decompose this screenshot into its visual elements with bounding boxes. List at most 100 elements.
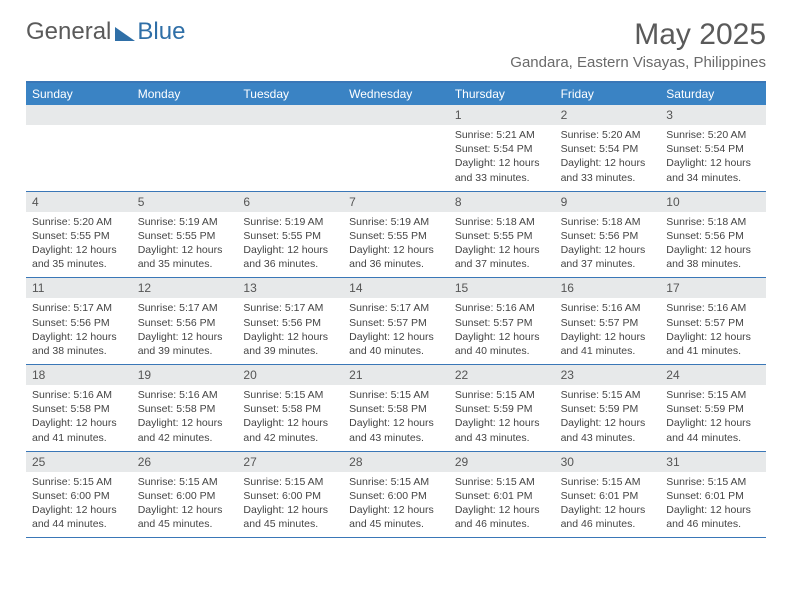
day-number — [26, 105, 132, 125]
day-number: 7 — [343, 192, 449, 212]
sunset-line: Sunset: 5:59 PM — [561, 402, 655, 416]
day-details: Sunrise: 5:17 AMSunset: 5:56 PMDaylight:… — [132, 298, 238, 364]
calendar-cell: 10Sunrise: 5:18 AMSunset: 5:56 PMDayligh… — [660, 192, 766, 278]
daylight-line: Daylight: 12 hours and 44 minutes. — [32, 503, 126, 531]
day-details: Sunrise: 5:17 AMSunset: 5:57 PMDaylight:… — [343, 298, 449, 364]
sunrise-line: Sunrise: 5:18 AM — [561, 215, 655, 229]
calendar-cell: 16Sunrise: 5:16 AMSunset: 5:57 PMDayligh… — [555, 278, 661, 364]
sunrise-line: Sunrise: 5:17 AM — [138, 301, 232, 315]
daylight-line: Daylight: 12 hours and 44 minutes. — [666, 416, 760, 444]
day-details: Sunrise: 5:19 AMSunset: 5:55 PMDaylight:… — [132, 212, 238, 278]
daylight-line: Daylight: 12 hours and 36 minutes. — [243, 243, 337, 271]
day-label: Tuesday — [237, 83, 343, 105]
logo: General Blue — [26, 18, 185, 46]
daylight-line: Daylight: 12 hours and 46 minutes. — [561, 503, 655, 531]
sunset-line: Sunset: 5:58 PM — [349, 402, 443, 416]
day-number: 28 — [343, 452, 449, 472]
sunrise-line: Sunrise: 5:17 AM — [243, 301, 337, 315]
calendar-cell — [132, 105, 238, 191]
sunset-line: Sunset: 5:57 PM — [666, 316, 760, 330]
calendar-cell — [343, 105, 449, 191]
calendar-cell: 4Sunrise: 5:20 AMSunset: 5:55 PMDaylight… — [26, 192, 132, 278]
sunrise-line: Sunrise: 5:15 AM — [666, 475, 760, 489]
sunset-line: Sunset: 5:55 PM — [243, 229, 337, 243]
day-details: Sunrise: 5:17 AMSunset: 5:56 PMDaylight:… — [237, 298, 343, 364]
day-details: Sunrise: 5:15 AMSunset: 6:01 PMDaylight:… — [660, 472, 766, 538]
sunset-line: Sunset: 5:56 PM — [561, 229, 655, 243]
calendar-cell: 24 Sunrise: 5:15 AMSunset: 5:59 PMDayligh… — [660, 365, 766, 451]
day-details: Sunrise: 5:15 AMSunset: 6:00 PMDaylight:… — [132, 472, 238, 538]
day-number: 18 — [26, 365, 132, 385]
day-details: Sunrise: 5:15 AMSunset: 6:00 PMDaylight:… — [237, 472, 343, 538]
sunrise-line: Sunrise: 5:18 AM — [455, 215, 549, 229]
daylight-line: Daylight: 12 hours and 43 minutes. — [561, 416, 655, 444]
day-details: Sunrise: 5:16 AMSunset: 5:57 PMDaylight:… — [660, 298, 766, 364]
calendar-cell: 27Sunrise: 5:15 AMSunset: 6:00 PMDayligh… — [237, 452, 343, 538]
day-details: Sunrise: 5:16 AMSunset: 5:57 PMDaylight:… — [449, 298, 555, 364]
day-number: 25 — [26, 452, 132, 472]
day-number: 8 — [449, 192, 555, 212]
calendar-cell: 13Sunrise: 5:17 AMSunset: 5:56 PMDayligh… — [237, 278, 343, 364]
sunrise-line: Sunrise: 5:15 AM — [666, 388, 760, 402]
day-number: 29 — [449, 452, 555, 472]
sunset-line: Sunset: 6:01 PM — [455, 489, 549, 503]
sunset-line: Sunset: 5:56 PM — [243, 316, 337, 330]
sunset-line: Sunset: 5:56 PM — [666, 229, 760, 243]
sunset-line: Sunset: 5:58 PM — [243, 402, 337, 416]
day-details: Sunrise: 5:21 AMSunset: 5:54 PMDaylight:… — [449, 125, 555, 191]
sunrise-line: Sunrise: 5:15 AM — [561, 388, 655, 402]
day-details: Sunrise: 5:20 AMSunset: 5:55 PMDaylight:… — [26, 212, 132, 278]
sunrise-line: Sunrise: 5:16 AM — [32, 388, 126, 402]
day-details: Sunrise: 5:20 AMSunset: 5:54 PMDaylight:… — [555, 125, 661, 191]
sunset-line: Sunset: 5:59 PM — [666, 402, 760, 416]
sunrise-line: Sunrise: 5:15 AM — [349, 475, 443, 489]
daylight-line: Daylight: 12 hours and 37 minutes. — [455, 243, 549, 271]
page-title: May 2025 — [510, 18, 766, 52]
header: General Blue May 2025 Gandara, Eastern V… — [26, 18, 766, 71]
calendar-cell: 18Sunrise: 5:16 AMSunset: 5:58 PMDayligh… — [26, 365, 132, 451]
day-number: 20 — [237, 365, 343, 385]
calendar-cell: 26Sunrise: 5:15 AMSunset: 6:00 PMDayligh… — [132, 452, 238, 538]
sunrise-line: Sunrise: 5:15 AM — [32, 475, 126, 489]
sunrise-line: Sunrise: 5:19 AM — [138, 215, 232, 229]
calendar-cell: 14Sunrise: 5:17 AMSunset: 5:57 PMDayligh… — [343, 278, 449, 364]
day-details: Sunrise: 5:18 AMSunset: 5:56 PMDaylight:… — [660, 212, 766, 278]
day-label: Monday — [132, 83, 238, 105]
day-number: 30 — [555, 452, 661, 472]
sunrise-line: Sunrise: 5:16 AM — [455, 301, 549, 315]
sunrise-line: Sunrise: 5:17 AM — [32, 301, 126, 315]
day-number: 11 — [26, 278, 132, 298]
day-number: 10 — [660, 192, 766, 212]
week-row: 25Sunrise: 5:15 AMSunset: 6:00 PMDayligh… — [26, 452, 766, 539]
sunset-line: Sunset: 5:58 PM — [32, 402, 126, 416]
calendar-cell: 23 Sunrise: 5:15 AMSunset: 5:59 PMDayligh… — [555, 365, 661, 451]
sunset-line: Sunset: 5:57 PM — [455, 316, 549, 330]
sunset-line: Sunset: 6:01 PM — [561, 489, 655, 503]
sunset-line: Sunset: 6:00 PM — [243, 489, 337, 503]
logo-text-general: General — [26, 18, 111, 46]
calendar-cell: 29Sunrise: 5:15 AMSunset: 6:01 PMDayligh… — [449, 452, 555, 538]
day-details: Sunrise: 5:17 AMSunset: 5:56 PMDaylight:… — [26, 298, 132, 364]
day-details: Sunrise: 5:15 AMSunset: 6:00 PMDaylight:… — [26, 472, 132, 538]
sunset-line: Sunset: 5:57 PM — [349, 316, 443, 330]
day-number: 24 — [660, 365, 766, 385]
daylight-line: Daylight: 12 hours and 41 minutes. — [666, 330, 760, 358]
day-label: Wednesday — [343, 83, 449, 105]
day-details — [132, 125, 238, 183]
daylight-line: Daylight: 12 hours and 42 minutes. — [243, 416, 337, 444]
week-row: 4Sunrise: 5:20 AMSunset: 5:55 PMDaylight… — [26, 192, 766, 279]
day-number: 23 — [555, 365, 661, 385]
day-number: 27 — [237, 452, 343, 472]
page: General Blue May 2025 Gandara, Eastern V… — [0, 0, 792, 556]
calendar-cell: 21Sunrise: 5:15 AMSunset: 5:58 PMDayligh… — [343, 365, 449, 451]
daylight-line: Daylight: 12 hours and 33 minutes. — [455, 156, 549, 184]
calendar-cell: 20Sunrise: 5:15 AMSunset: 5:58 PMDayligh… — [237, 365, 343, 451]
calendar-cell: 5Sunrise: 5:19 AMSunset: 5:55 PMDaylight… — [132, 192, 238, 278]
calendar-cell: 11Sunrise: 5:17 AMSunset: 5:56 PMDayligh… — [26, 278, 132, 364]
sunrise-line: Sunrise: 5:15 AM — [243, 475, 337, 489]
day-number: 15 — [449, 278, 555, 298]
day-number: 13 — [237, 278, 343, 298]
day-details: Sunrise: 5:15 AMSunset: 6:01 PMDaylight:… — [449, 472, 555, 538]
day-number: 12 — [132, 278, 238, 298]
sunrise-line: Sunrise: 5:20 AM — [666, 128, 760, 142]
